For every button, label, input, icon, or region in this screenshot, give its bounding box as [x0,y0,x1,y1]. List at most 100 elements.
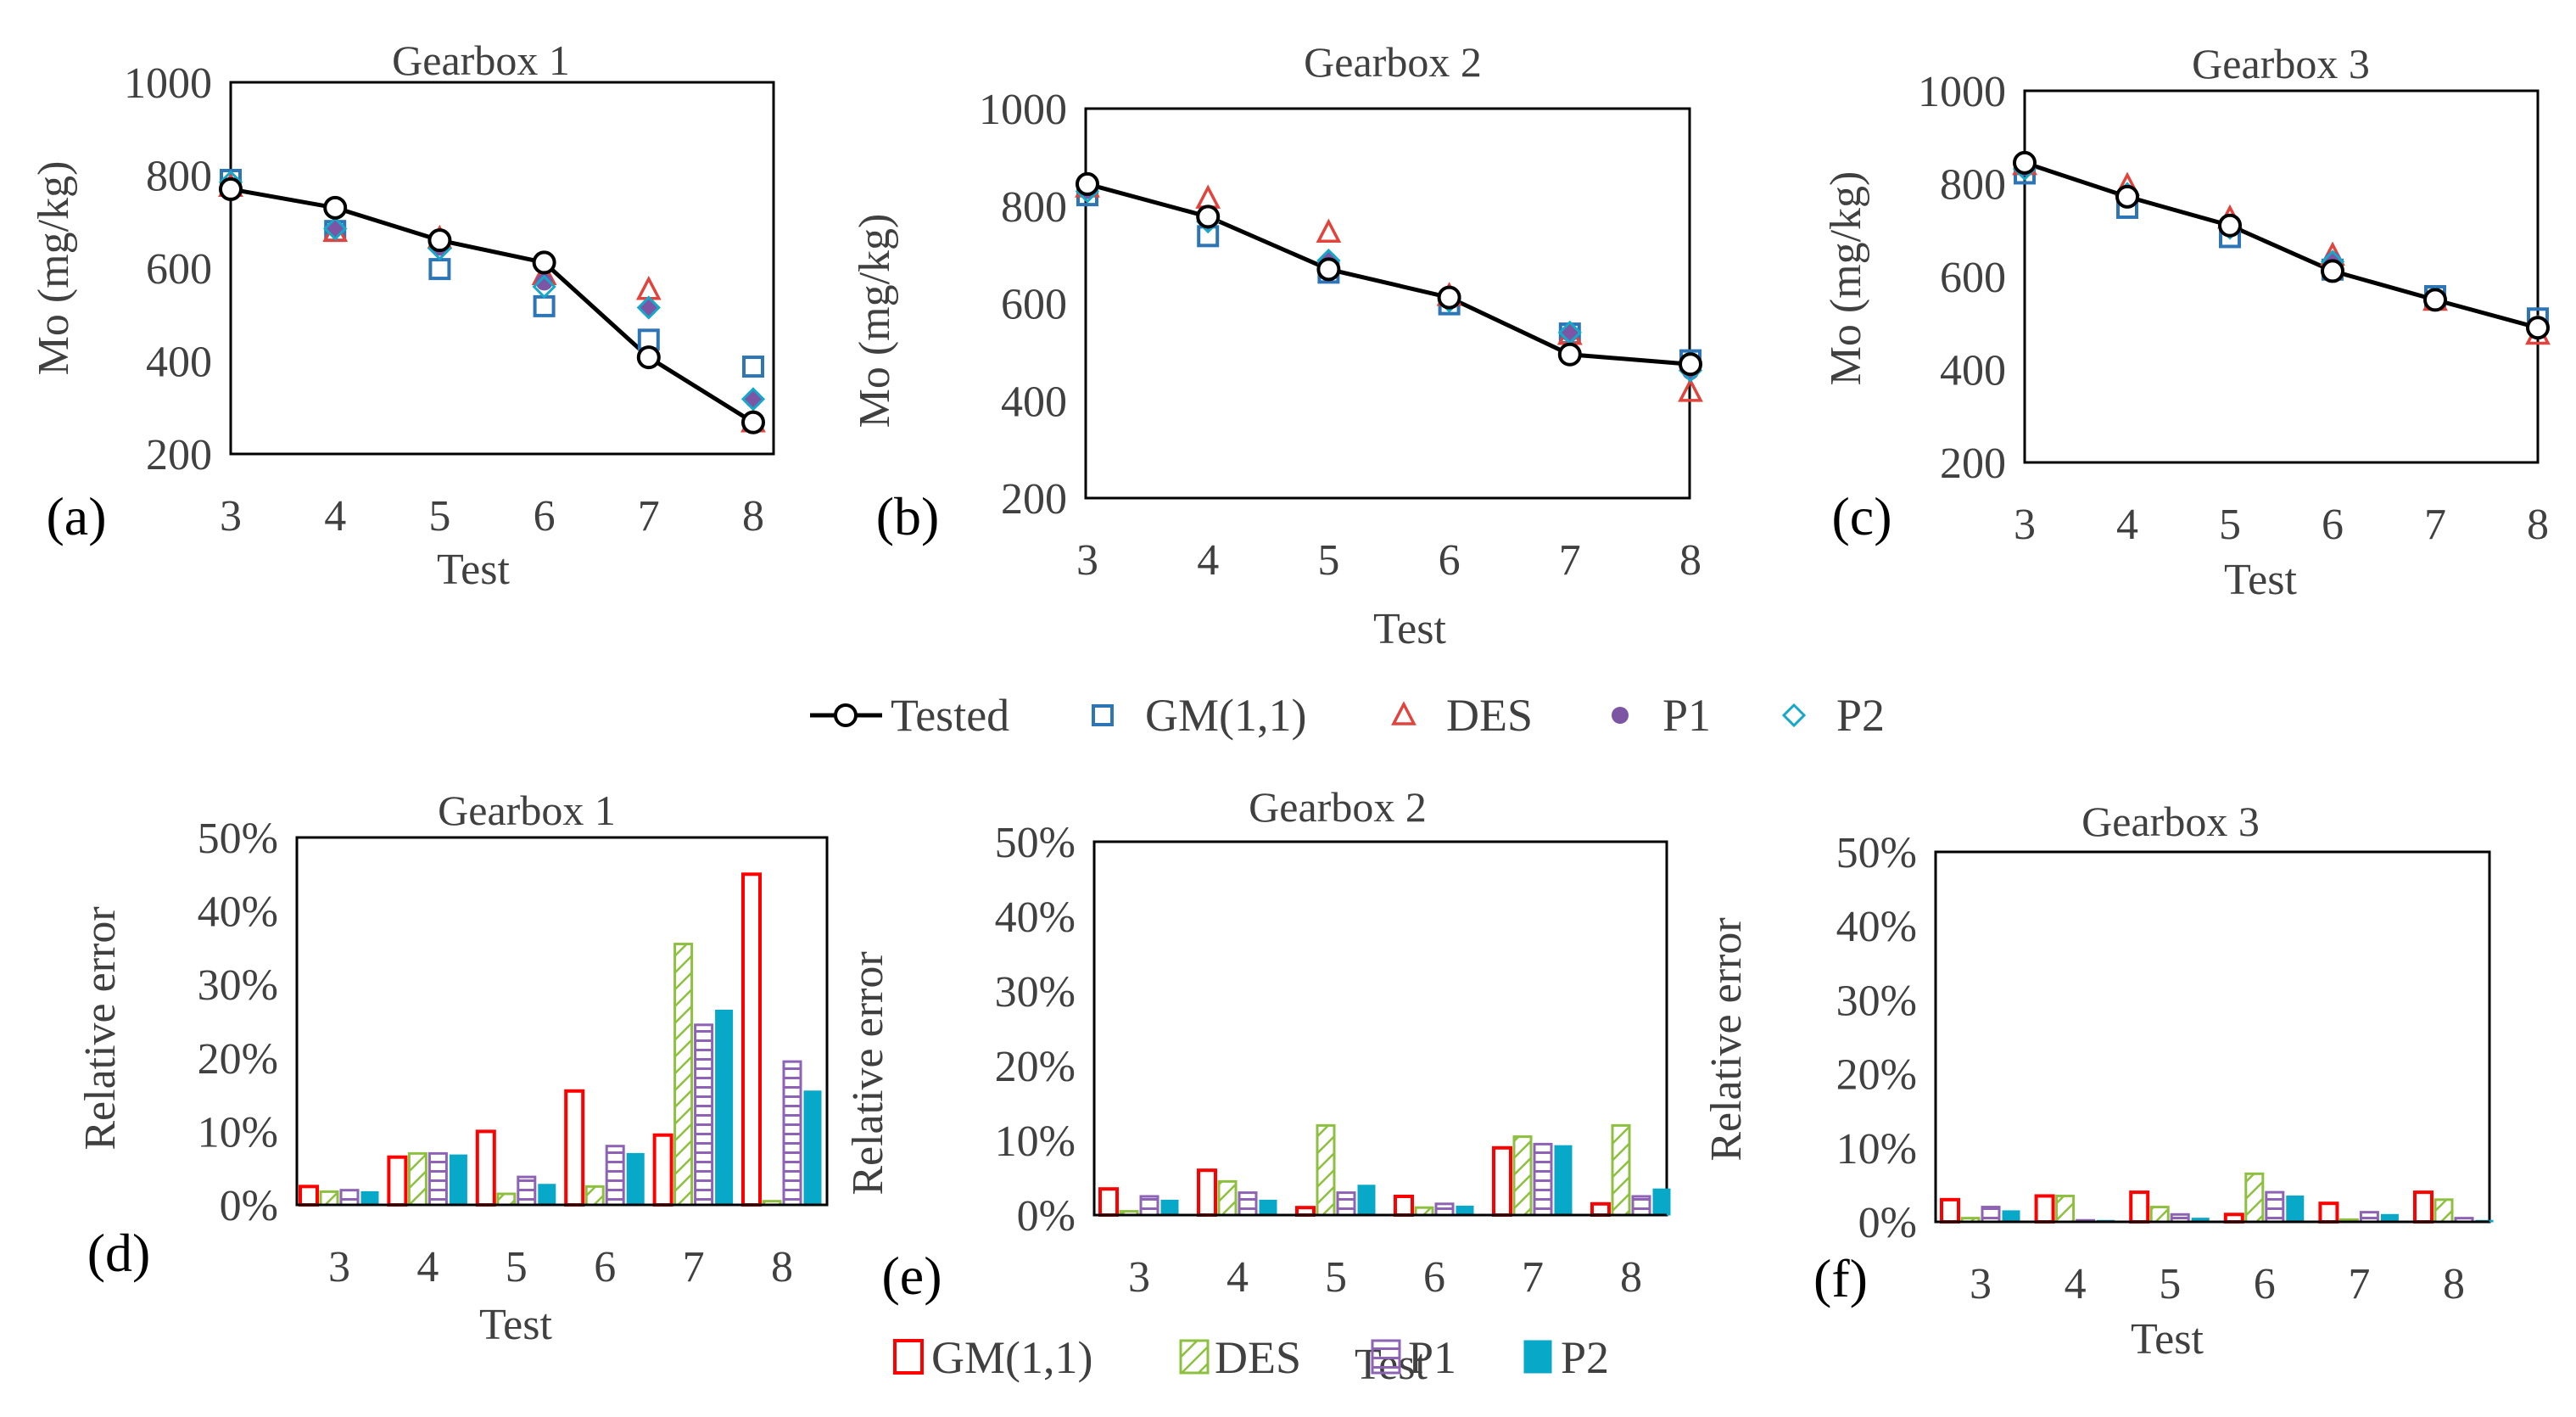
tested-point [2526,316,2550,340]
legend-label: DES [1446,690,1533,741]
y-tick-label: 20% [1836,1051,1917,1100]
tested-point [323,195,348,220]
tested-point [2321,259,2344,283]
des-bar [2244,1172,2265,1224]
x-tick-label: 7 [1559,536,1581,585]
tested-line [2024,160,2539,330]
p1-bar [1631,1195,1651,1217]
tested-point [532,250,556,275]
gm11-bar [1590,1201,1611,1218]
des-bar [673,943,694,1207]
p1-bar [1336,1191,1356,1217]
x-tick-label: 5 [428,492,450,540]
y-tick-label: 10% [995,1117,1076,1166]
x-tick-label: 5 [506,1243,528,1291]
p2-bar [626,1152,645,1206]
p2-bar [803,1090,822,1206]
p1-bar [339,1189,360,1207]
p2-bar [1456,1205,1474,1216]
p2-bar [360,1190,379,1206]
p1-bar [427,1151,448,1207]
x-tick-label: 4 [416,1243,439,1291]
x-tick-label: 6 [1423,1253,1445,1302]
tested-point [1437,285,1461,310]
des-bar [1217,1179,1238,1217]
y-tick-label: 600 [1001,281,1067,329]
y-axis-label: Mo (mg/kg) [1822,171,1870,386]
p2-bar [1160,1199,1179,1216]
y-tick-label: 1000 [124,59,212,108]
x-axis-label: Test [2131,1315,2204,1364]
x-tick-label: 8 [2527,501,2549,549]
legend-label: DES [1215,1332,1301,1383]
gm11-point [742,356,764,378]
des-bar [2434,1198,2454,1224]
x-tick-label: 7 [638,492,660,540]
x-tick-label: 8 [2443,1260,2465,1308]
y-tick-label: 800 [1940,161,2006,210]
chart-title: Gearbox 1 [392,36,570,84]
panel-label: (b) [876,486,940,546]
plot-frame [229,81,775,456]
y-tick-label: 0% [1858,1199,1917,1247]
p1-bar [1981,1206,2001,1224]
x-tick-label: 3 [328,1243,350,1291]
y-tick-label: 40% [1836,903,1917,951]
y-tick-label: 20% [995,1043,1076,1091]
x-tick-label: 3 [1076,536,1098,585]
plot-frame [1934,850,2491,1224]
gm11-bar [1492,1145,1512,1218]
y-tick-label: 400 [1001,378,1067,426]
y-tick-label: 0% [220,1182,278,1230]
x-tick-label: 6 [2254,1260,2276,1308]
y-tick-label: 50% [198,815,278,863]
tested-point [1679,352,1702,377]
x-tick-label: 7 [2348,1260,2370,1308]
chart-panel-b: 200 400 600 800 1000 3 4 5 6 7 8 Gearbox 2 (b) Test Mo… [851,38,1703,653]
x-tick-label: 7 [1522,1253,1544,1302]
chart-title: Gearbox 3 [2081,798,2260,845]
gm11-bar [2413,1190,2434,1224]
panel-label: (d) [87,1223,151,1283]
plot-frame [2023,89,2540,464]
tested-point [219,176,243,201]
panel-label: (f) [1813,1248,1868,1308]
legend-label: Tested [891,690,1009,741]
chart-panel-c: 200 400 600 800 1000 3 4 5 6 7 8 Gearbox 3 (c) Test Mo… [1822,40,2551,604]
p2-bar [538,1184,556,1206]
y-axis-label: Relative error [1702,917,1751,1161]
bar-legend: GM(1,1) DES P1 P2 [893,1332,1609,1383]
tested-point [2423,288,2447,312]
x-tick-label: 5 [1317,536,1339,585]
x-tick-label: 8 [771,1243,793,1291]
chart-panel-e: 0% 10% 20% 30% 40% 50% 3 4 5 6 7 8 Gearbox 2 (e) Relat… [844,783,1671,1306]
x-tick-label: 4 [2116,501,2138,549]
x-tick-label: 7 [683,1243,705,1291]
chart-title: Gearbox 2 [1249,783,1427,831]
y-tick-label: 200 [146,431,212,479]
y-tick-label: 30% [198,961,278,1010]
tested-point [2013,150,2037,175]
gm11-bar [652,1133,673,1207]
gm11-bar [2318,1201,2339,1224]
p1-bar [1533,1142,1553,1217]
des-point [635,275,662,300]
y-axis-label: Mo (mg/kg) [851,214,899,428]
p2-bar [1652,1188,1671,1216]
p1-bar [694,1023,714,1207]
gm11-point [533,294,556,317]
des-bar [1512,1135,1533,1217]
legend-gm11-marker [1092,704,1114,726]
legend-label: GM(1,1) [931,1332,1092,1383]
p1-bar [2359,1211,2379,1224]
des-bar [584,1185,605,1207]
p2-bar [1259,1199,1277,1216]
des-bar [1316,1123,1336,1217]
tested-line [1087,182,1691,367]
x-axis-label: Test [437,546,510,594]
des-bar [2055,1194,2076,1224]
x-tick-label: 4 [324,492,346,540]
des-bar [496,1192,517,1207]
x-tick-label: 3 [2014,501,2036,549]
